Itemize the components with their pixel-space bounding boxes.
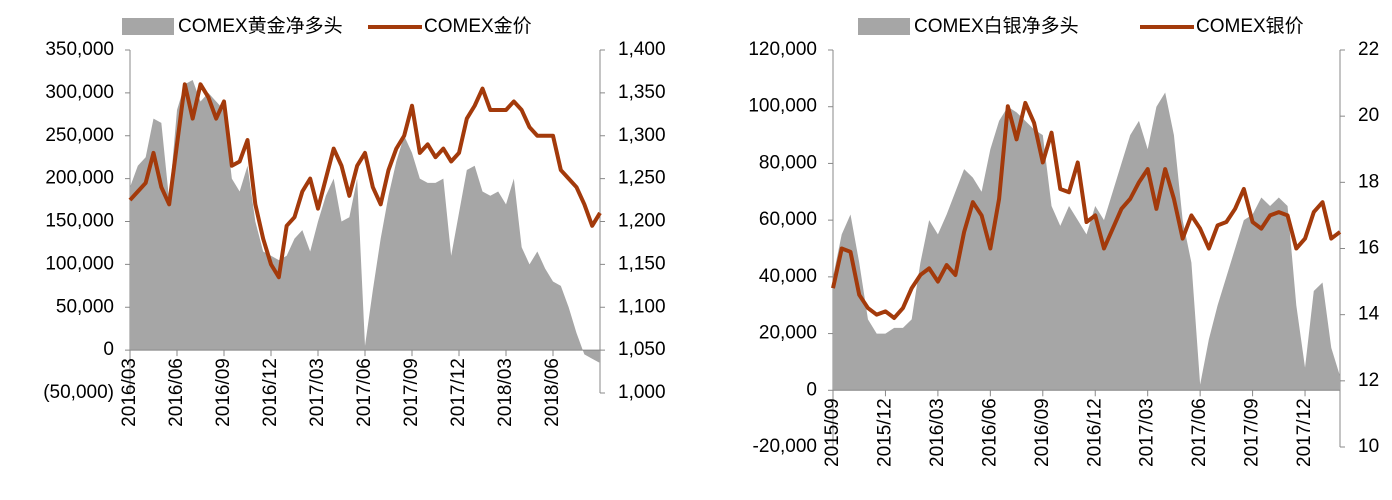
legend-label: COMEX黄金净多头: [178, 15, 343, 37]
y-tick-label: 50,000: [56, 296, 114, 317]
x-tick-label: 2017/09: [1242, 398, 1263, 467]
y-tick-label: -20,000: [753, 436, 817, 457]
legend-swatch: [858, 18, 910, 35]
y2-tick-label: 1,100: [618, 296, 666, 317]
y-tick-label: 100,000: [45, 253, 114, 274]
y-tick-label: 80,000: [759, 152, 817, 173]
y-tick-label: 0: [806, 379, 817, 400]
y-tick-label: 120,000: [748, 39, 817, 60]
x-tick-label: 2018/03: [495, 358, 516, 427]
y-tick-label: 40,000: [759, 266, 817, 287]
x-tick-label: 2017/06: [354, 358, 375, 427]
x-tick-label: 2016/12: [260, 358, 281, 427]
x-tick-label: 2017/06: [1189, 398, 1210, 467]
y-tick-label: 20,000: [759, 323, 817, 344]
y2-tick-label: 1,150: [618, 253, 666, 274]
line: [128, 82, 602, 280]
legend-label: COMEX白银净多头: [914, 15, 1079, 37]
y-tick-label: (50,000): [43, 382, 114, 403]
y-tick-label: 150,000: [45, 211, 114, 232]
y2-tick-label: 1,300: [618, 125, 666, 146]
x-tick-label: 2018/06: [542, 358, 563, 427]
x-tick-label: 2015/09: [822, 398, 843, 467]
legend-label: COMEX银价: [1196, 15, 1304, 37]
x-tick-label: 2017/12: [1294, 398, 1315, 467]
x-tick-label: 2016/03: [927, 398, 948, 467]
y-tick-label: 0: [103, 339, 114, 360]
y-tick-label: 250,000: [45, 125, 114, 146]
x-tick-label: 2016/09: [1032, 398, 1053, 467]
y-tick-label: 200,000: [45, 168, 114, 189]
x-tick-label: 2017/03: [1137, 398, 1158, 467]
y2-tick-label: 1,350: [618, 82, 666, 103]
area: [833, 92, 1340, 391]
x-tick-label: 2017/09: [401, 358, 422, 427]
y-tick-label: 300,000: [45, 82, 114, 103]
x-tick-label: 2016/06: [979, 398, 1000, 467]
x-tick-label: 2016/09: [213, 358, 234, 427]
y2-tick-label: 1,400: [618, 39, 666, 60]
legend-label: COMEX金价: [424, 15, 532, 37]
y2-tick-label: 14: [1358, 304, 1380, 325]
legend-swatch: [122, 18, 174, 35]
y2-tick-label: 16: [1358, 238, 1379, 259]
x-tick-label: 2016/12: [1084, 398, 1105, 467]
y2-tick-label: 1,200: [618, 211, 666, 232]
y-tick-label: 350,000: [45, 39, 114, 60]
line: [831, 100, 1342, 320]
x-tick-label: 2015/12: [874, 398, 895, 467]
x-tick-label: 2016/03: [119, 358, 140, 427]
y2-tick-label: 1,000: [618, 382, 666, 403]
y2-tick-label: 1,050: [618, 339, 666, 360]
area: [130, 80, 600, 363]
y-tick-label: 60,000: [759, 209, 817, 230]
y2-tick-label: 1,250: [618, 168, 666, 189]
y2-tick-label: 22: [1358, 39, 1379, 60]
y-tick-label: 100,000: [748, 96, 817, 117]
x-tick-label: 2016/06: [166, 358, 187, 427]
x-tick-label: 2017/12: [448, 358, 469, 427]
y2-tick-label: 20: [1358, 105, 1379, 126]
x-tick-label: 2017/03: [307, 358, 328, 427]
y2-tick-label: 18: [1358, 171, 1379, 192]
y2-tick-label: 10: [1358, 436, 1379, 457]
y2-tick-label: 12: [1358, 370, 1379, 391]
